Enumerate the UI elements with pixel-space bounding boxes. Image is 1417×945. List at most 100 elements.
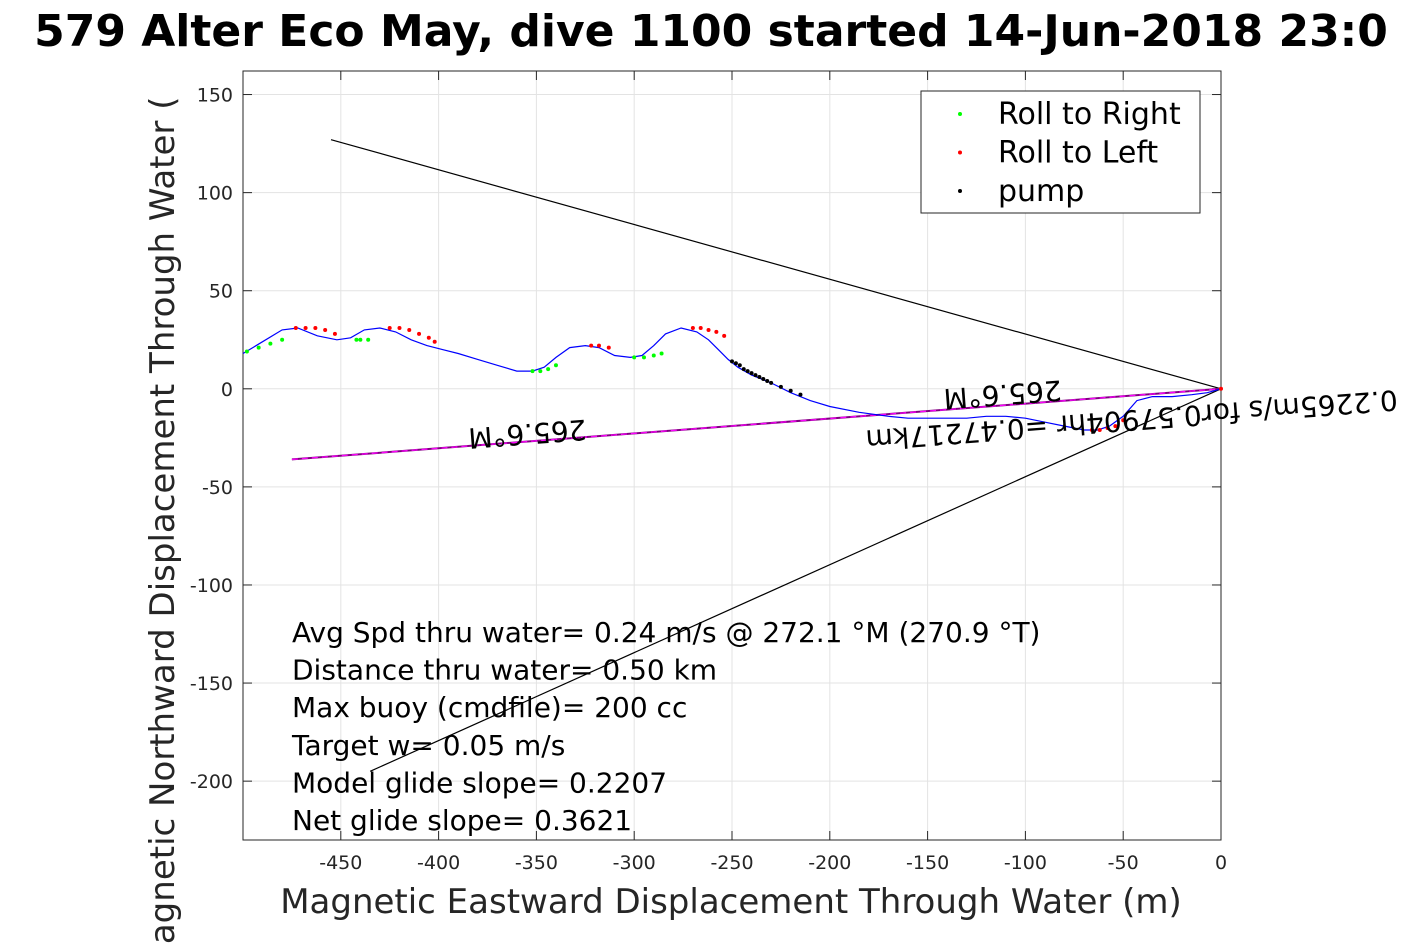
roll-right-point	[651, 353, 656, 358]
roll-left-point	[432, 339, 437, 344]
x-tick-label: -50	[1108, 852, 1139, 874]
pump-point	[745, 369, 750, 374]
y-tick-label: -200	[190, 771, 233, 793]
roll-left-point	[714, 329, 719, 334]
y-tick-label: 100	[197, 183, 233, 205]
roll-left-point	[1121, 418, 1126, 423]
roll-left-point	[1219, 386, 1223, 391]
roll-left-point	[690, 325, 695, 330]
stats-line: Target w= 0.05 m/s	[291, 729, 565, 762]
cone-lower-line	[369, 388, 1222, 772]
legend-box	[920, 90, 1201, 214]
x-tick-label: -400	[417, 852, 460, 874]
pump-point	[788, 388, 793, 393]
legend-marker	[958, 112, 962, 116]
roll-left-point	[303, 325, 308, 330]
roll-left-point	[1097, 427, 1102, 432]
roll-left-point	[1105, 426, 1110, 431]
roll-left-point	[589, 343, 594, 348]
x-tick-label: -300	[613, 852, 656, 874]
stats-block: Avg Spd thru water= 0.24 m/s @ 272.1 °M …	[291, 616, 1040, 837]
stats-line: Net glide slope= 0.3621	[292, 804, 632, 837]
x-tick-label: -450	[319, 852, 362, 874]
roll-right-point	[641, 355, 646, 360]
x-tick-label: -200	[808, 852, 851, 874]
legend-label: pump	[998, 174, 1084, 209]
roll-right-point	[659, 351, 664, 356]
glider-track-line	[242, 327, 1222, 431]
pump-point	[749, 371, 754, 376]
roll-left-point	[606, 345, 611, 350]
stats-line: Model glide slope= 0.2207	[292, 766, 667, 799]
annotations: 265.6°M0.2265m/s for0.57904hr =0.47217km…	[467, 373, 1399, 456]
roll-left-point	[426, 335, 431, 340]
pump-point	[737, 363, 742, 368]
roll-left-point	[387, 325, 392, 330]
roll-left-point	[417, 331, 422, 336]
y-tick-label: -100	[190, 575, 233, 597]
roll-right-point	[553, 363, 558, 368]
roll-right-point	[632, 355, 637, 360]
roll-right-point	[358, 337, 363, 342]
y-axis-label: Magnetic Northward Displacement Through …	[143, 97, 183, 945]
pump-point	[753, 373, 758, 378]
pump-point	[757, 375, 762, 380]
roll-left-point	[722, 333, 727, 338]
pump-point	[741, 367, 746, 372]
pump-point	[798, 392, 803, 397]
roll-left-point	[397, 325, 402, 330]
pump-point	[761, 376, 766, 381]
x-tick-label: -100	[1004, 852, 1047, 874]
grid	[243, 71, 1222, 840]
roll-left-point	[313, 325, 318, 330]
heading-annotation: 265.6°M	[467, 413, 587, 455]
roll-right-point	[546, 367, 551, 372]
roll-right-point	[366, 337, 371, 342]
x-tick-label: -350	[515, 852, 558, 874]
roll-left-point	[323, 327, 328, 332]
legend-label: Roll to Left	[998, 136, 1158, 171]
legend-label: Roll to Right	[998, 97, 1181, 132]
stats-line: Max buoy (cmdfile)= 200 cc	[292, 691, 687, 724]
roll-right-point	[530, 369, 535, 374]
roll-left-point	[407, 327, 412, 332]
pump-point	[769, 380, 774, 385]
roll-left-point	[596, 343, 601, 348]
y-tick-label: 0	[221, 379, 233, 401]
y-tick-label: 150	[197, 85, 233, 107]
y-tick-label: 50	[209, 281, 233, 303]
chart-title: 579 Alter Eco May, dive 1100 started 14-…	[34, 6, 1388, 57]
heading-line-dashed	[291, 388, 1222, 461]
pump-point	[730, 359, 734, 364]
x-axis-label: Magnetic Eastward Displacement Through W…	[280, 882, 1182, 922]
y-tick-label: -50	[202, 477, 233, 499]
stats-line: Distance thru water= 0.50 km	[292, 654, 717, 687]
roll-right-point	[354, 337, 359, 342]
stats-line: Avg Spd thru water= 0.24 m/s @ 272.1 °M …	[292, 616, 1040, 649]
x-tick-label: -150	[906, 852, 949, 874]
roll-left-point	[698, 325, 703, 330]
roll-left-point	[706, 327, 711, 332]
roll-right-point	[256, 345, 261, 350]
roll-left-point	[1089, 427, 1094, 432]
legend-marker	[958, 189, 962, 193]
x-tick-label: -250	[710, 852, 753, 874]
roll-left-point	[293, 325, 298, 330]
roll-left-point	[1113, 424, 1118, 429]
roll-right-point	[268, 341, 273, 346]
pump-point	[765, 378, 770, 383]
heading-annotation: 265.6°M	[942, 373, 1062, 415]
x-tick-label: 0	[1215, 852, 1227, 874]
roll-right-point	[280, 337, 285, 342]
pump-point	[733, 361, 738, 366]
data-points	[244, 325, 1223, 432]
data-lines	[242, 139, 1222, 772]
axis-ticks: -450 -400 -350 -300 -250 -200 -150 -100 -50 0 -200…	[190, 71, 1227, 874]
legend-marker	[958, 150, 962, 155]
roll-right-point	[538, 369, 543, 374]
y-tick-label: -150	[190, 673, 233, 695]
cone-upper-line	[330, 139, 1222, 390]
pump-point	[778, 384, 783, 389]
